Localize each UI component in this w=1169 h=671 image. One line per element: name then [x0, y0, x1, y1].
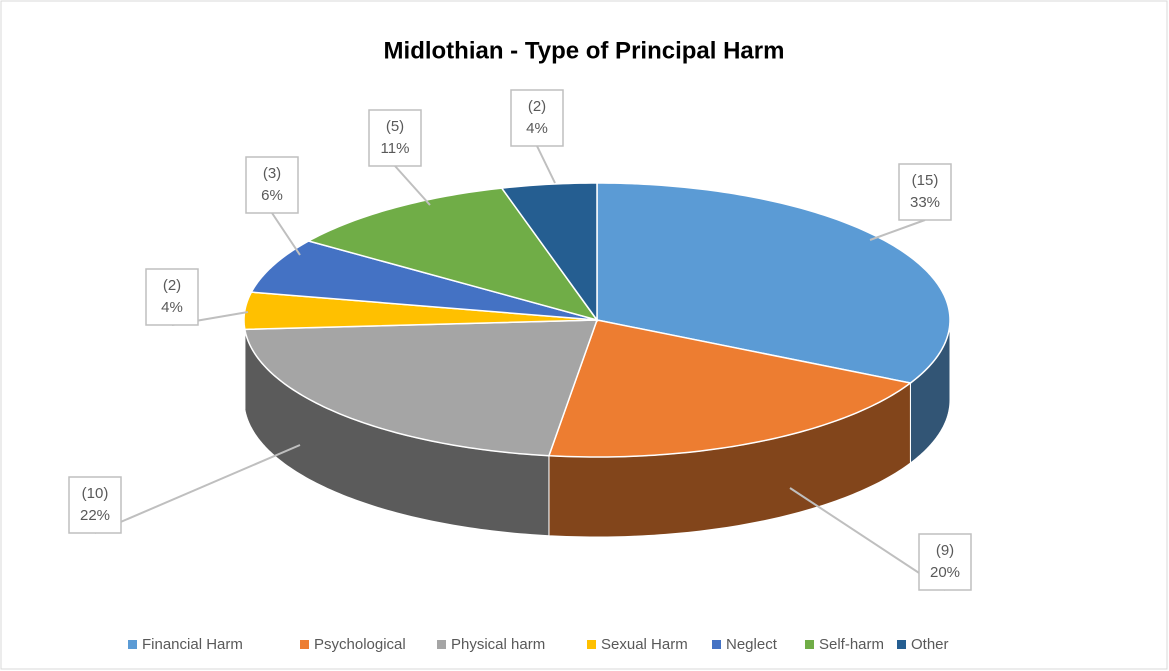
legend-label: Other — [911, 636, 949, 653]
label-box — [145, 268, 199, 326]
legend-marker — [128, 640, 137, 649]
pie-slice — [547, 319, 913, 458]
data-label: 4% — [161, 299, 183, 316]
legend-label: Neglect — [726, 636, 778, 653]
label-box — [510, 89, 564, 147]
legend-label: Self-harm — [819, 636, 884, 653]
legend-marker — [300, 640, 309, 649]
legend-label: Psychological — [314, 636, 406, 653]
data-label: 22% — [80, 507, 110, 524]
chart-title: Midlothian - Type of Principal Harm — [384, 37, 785, 64]
data-label: (9) — [936, 542, 954, 559]
data-label: 11% — [381, 140, 410, 157]
pie-slice — [243, 291, 598, 331]
label-box — [898, 163, 952, 221]
legend-marker — [805, 640, 814, 649]
label-box — [368, 109, 422, 167]
label-box — [918, 533, 972, 591]
data-label: (15) — [912, 172, 939, 189]
pie-slice — [596, 182, 951, 384]
data-label: 4% — [526, 120, 548, 137]
legend-label: Sexual Harm — [601, 636, 688, 653]
leader-line — [869, 219, 926, 241]
pie-slice — [250, 240, 598, 321]
pie-slice — [500, 182, 598, 323]
label-box — [245, 156, 299, 214]
data-label: 20% — [930, 564, 960, 581]
legend-label: Physical harm — [451, 636, 545, 653]
pie-slice — [243, 319, 599, 457]
leader-line — [394, 165, 431, 206]
data-label: (10) — [82, 485, 109, 502]
data-label: (3) — [263, 165, 281, 182]
data-label: (5) — [386, 118, 404, 135]
data-label: 33% — [910, 194, 940, 211]
legend-marker — [437, 640, 446, 649]
legend-label: Financial Harm — [142, 636, 243, 653]
label-box — [68, 476, 122, 534]
pie-sides — [243, 319, 951, 538]
legend-marker — [897, 640, 906, 649]
data-label: 6% — [261, 187, 283, 204]
legend-marker — [587, 640, 596, 649]
data-label: (2) — [528, 98, 546, 115]
leader-line — [94, 444, 301, 534]
leader-line — [536, 145, 556, 184]
data-label: (2) — [163, 277, 181, 294]
slice-side — [243, 319, 246, 410]
pie-tops — [243, 182, 951, 458]
leader-line — [271, 212, 301, 256]
legend-marker — [712, 640, 721, 649]
